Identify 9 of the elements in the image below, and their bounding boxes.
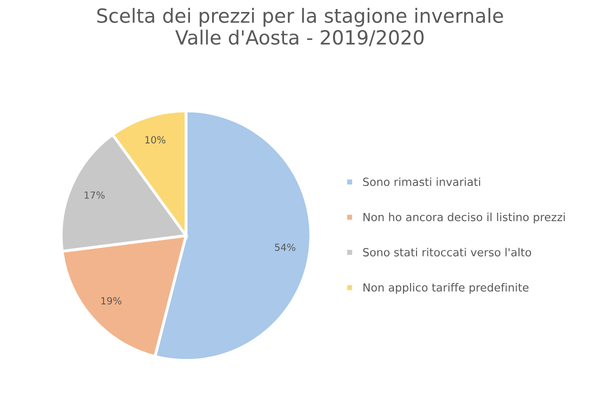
data-label: 19% [101, 297, 122, 304]
legend-label: Sono stati ritoccati verso l'alto [363, 248, 532, 256]
data-label: 10% [145, 136, 166, 144]
data-label: 17% [84, 191, 105, 199]
data-label: 54% [275, 244, 296, 251]
legend-label: Non applico tariffe predefinite [364, 283, 528, 294]
chart-title: Scelta dei prezzi per la stagione invernale Valle d'Aosta - 2019/2020 [97, 8, 504, 46]
legend-label: Sono rimasti invariati [363, 177, 480, 186]
legend-label: Non ho ancora deciso il listino prezzi [364, 212, 565, 224]
